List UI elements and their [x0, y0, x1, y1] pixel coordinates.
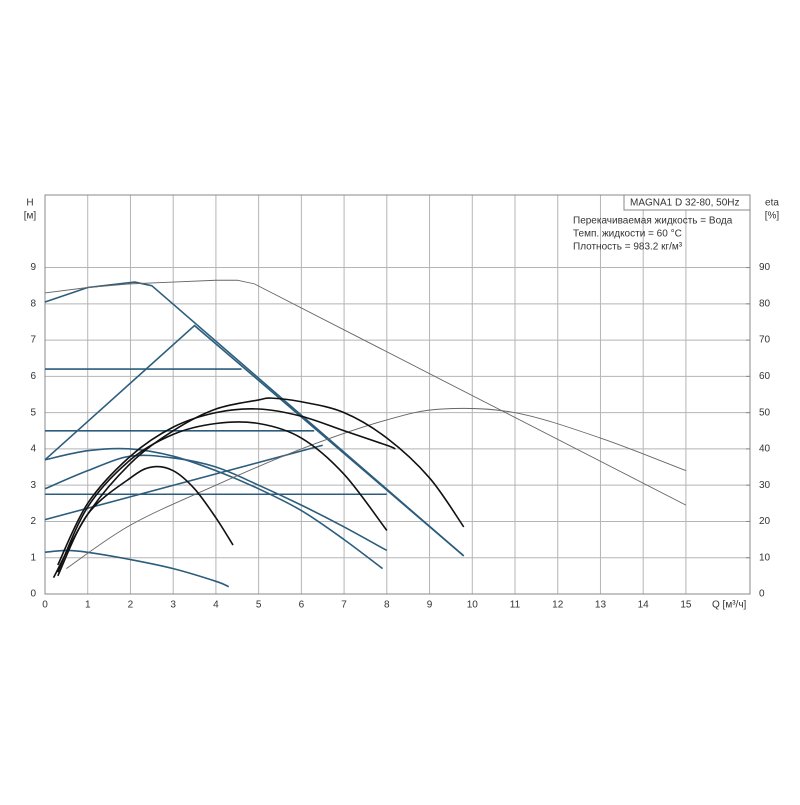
annotation: Темп. жидкости = 60 °C	[573, 229, 682, 240]
x-tick-label: 13	[595, 600, 607, 611]
plot-frame	[44, 194, 751, 595]
x-tick-label: 11	[510, 600, 521, 611]
x-axis-label: Q [м³/ч]	[712, 600, 747, 611]
curve	[52, 397, 465, 579]
x-tick-label: 14	[638, 600, 650, 611]
y2-tick-label: 70	[759, 335, 771, 346]
y2-tick-label: 90	[759, 262, 771, 273]
curve	[57, 421, 388, 573]
x-tick-label: 7	[341, 600, 347, 611]
y2-tick-label: 20	[759, 516, 771, 527]
y-tick-label: 6	[30, 371, 36, 382]
grid	[44, 195, 750, 595]
x-tick-label: 4	[213, 600, 219, 611]
y2-tick-label: 10	[759, 552, 771, 563]
y-tick-label: 7	[30, 335, 36, 346]
curve	[44, 447, 384, 570]
curve	[66, 407, 687, 569]
y2-tick-label: 80	[759, 298, 771, 309]
x-tick-label: 6	[299, 600, 305, 611]
curve	[44, 549, 230, 588]
y2-tick-label: 40	[759, 444, 771, 455]
curve	[57, 408, 396, 566]
curve	[44, 279, 687, 506]
y-axis-label: H	[26, 198, 33, 209]
x-tick-label: 2	[128, 600, 134, 611]
x-tick-label: 5	[256, 600, 262, 611]
annotation: Плотность = 983.2 кг/м³	[573, 242, 683, 253]
y2-tick-label: 50	[759, 407, 771, 418]
y2-tick-label: 0	[759, 589, 765, 600]
x-tick-label: 10	[467, 600, 479, 611]
y2-tick-label: 60	[759, 371, 771, 382]
curve	[44, 281, 465, 557]
curve	[44, 324, 465, 557]
y-tick-label: 5	[30, 407, 36, 418]
y-axis-unit: [м]	[24, 211, 37, 222]
y2-tick-label: 30	[759, 480, 771, 491]
x-tick-label: 1	[85, 600, 91, 611]
curve	[44, 444, 323, 521]
y-tick-label: 2	[30, 516, 36, 527]
y-tick-label: 9	[30, 262, 36, 273]
x-tick-label: 15	[680, 600, 692, 611]
chart-title: MAGNA1 D 32-80, 50Hz	[630, 198, 740, 209]
x-tick-label: 12	[552, 600, 564, 611]
y-tick-label: 8	[30, 298, 36, 309]
y-tick-label: 0	[30, 589, 36, 600]
curve	[57, 465, 234, 577]
y2-axis-unit: [%]	[765, 211, 780, 222]
curve	[44, 454, 388, 552]
x-tick-label: 3	[170, 600, 176, 611]
y-tick-label: 1	[30, 552, 36, 563]
x-tick-label: 8	[384, 600, 390, 611]
y-tick-label: 4	[30, 444, 36, 455]
title-box	[623, 194, 751, 211]
y2-axis-label: eta	[765, 198, 779, 209]
x-tick-label: 9	[427, 600, 433, 611]
annotation: Перекачиваемая жидкость = Вода	[573, 216, 733, 227]
x-tick-label: 0	[42, 600, 48, 611]
y-tick-label: 3	[30, 480, 36, 491]
